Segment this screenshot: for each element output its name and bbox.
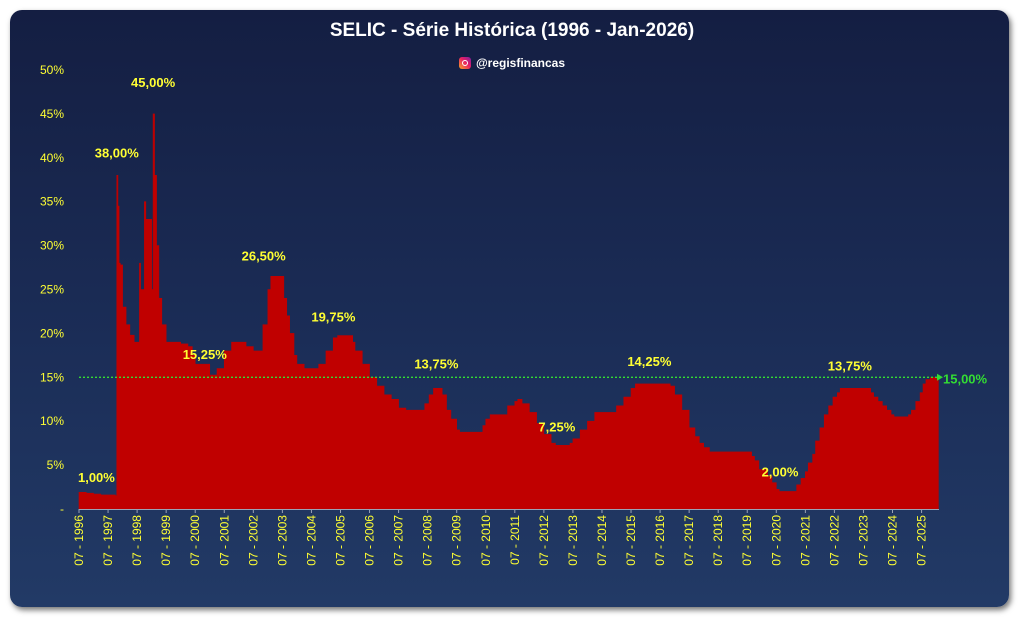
- annotation-label: 15,25%: [183, 347, 228, 362]
- x-tick-label: 07 - 2005: [333, 515, 347, 566]
- x-tick-label: 07 - 2007: [392, 515, 406, 566]
- chart-title: SELIC - Série Histórica (1996 - Jan-2026…: [329, 20, 695, 41]
- x-tick-label: 07 - 1997: [101, 515, 115, 566]
- y-tick-label: 30%: [40, 239, 64, 253]
- reference-line-label: 15,00%: [943, 371, 988, 386]
- x-tick-label: 07 - 2020: [769, 515, 783, 566]
- annotation-label: 1,00%: [78, 470, 115, 485]
- x-tick-label: 07 - 2000: [188, 515, 202, 566]
- x-tick-label: 07 - 2008: [421, 515, 435, 566]
- annotation-label: 7,25%: [538, 419, 575, 434]
- y-tick-label: 5%: [47, 458, 65, 472]
- annotation-label: 38,00%: [95, 145, 140, 160]
- instagram-handle: @regisfinancas: [0, 56, 1024, 70]
- y-tick-label: -: [60, 502, 64, 516]
- annotation-label: 13,75%: [828, 358, 873, 373]
- x-tick-label: 07 - 2006: [363, 515, 377, 566]
- x-tick-label: 07 - 2014: [595, 515, 609, 566]
- x-tick-label: 07 - 1996: [72, 515, 86, 566]
- y-tick-label: 45%: [40, 107, 64, 121]
- x-tick-label: 07 - 2025: [915, 515, 929, 566]
- instagram-icon: [458, 57, 471, 69]
- x-tick-label: 07 - 2002: [246, 515, 260, 566]
- y-tick-label: 50%: [40, 63, 64, 77]
- y-tick-label: 20%: [40, 326, 64, 340]
- handle-text: @regisfinancas: [475, 56, 566, 70]
- x-tick-label: 07 - 2021: [798, 515, 812, 566]
- y-tick-label: 25%: [40, 283, 64, 297]
- y-tick-label: 40%: [40, 151, 64, 165]
- annotation-label: 26,50%: [242, 248, 287, 263]
- y-tick-label: 15%: [40, 370, 64, 384]
- x-tick-label: 07 - 1999: [159, 515, 173, 566]
- annotation-label: 45,00%: [131, 75, 176, 90]
- x-tick-label: 07 - 2003: [275, 515, 289, 566]
- annotation-label: 2,00%: [762, 464, 799, 479]
- x-tick-label: 07 - 2013: [566, 515, 580, 566]
- x-tick-label: 07 - 2024: [886, 515, 900, 566]
- x-tick-label: 07 - 2012: [537, 515, 551, 566]
- x-tick-label: 07 - 2010: [479, 515, 493, 566]
- selic-area-series: [78, 113, 939, 510]
- x-tick-label: 07 - 2004: [304, 515, 318, 566]
- x-tick-label: 07 - 2016: [653, 515, 667, 566]
- x-tick-label: 07 - 2001: [217, 515, 231, 566]
- annotation-label: 14,25%: [627, 354, 672, 369]
- x-tick-label: 07 - 2019: [740, 515, 754, 566]
- reference-arrow: [937, 373, 943, 381]
- x-tick-label: 07 - 2018: [711, 515, 725, 566]
- annotation-label: 13,75%: [414, 356, 459, 371]
- y-tick-label: 10%: [40, 414, 64, 428]
- annotation-label: 19,75%: [311, 310, 356, 325]
- x-tick-label: 07 - 2022: [827, 515, 841, 566]
- x-tick-label: 07 - 2015: [624, 515, 638, 566]
- x-tick-label: 07 - 2023: [856, 515, 870, 566]
- x-tick-label: 07 - 2017: [682, 515, 696, 566]
- y-tick-label: 35%: [40, 195, 64, 209]
- x-tick-label: 07 - 1998: [130, 515, 144, 566]
- x-tick-label: 07 - 2011: [508, 515, 522, 565]
- x-tick-label: 07 - 2009: [450, 515, 464, 566]
